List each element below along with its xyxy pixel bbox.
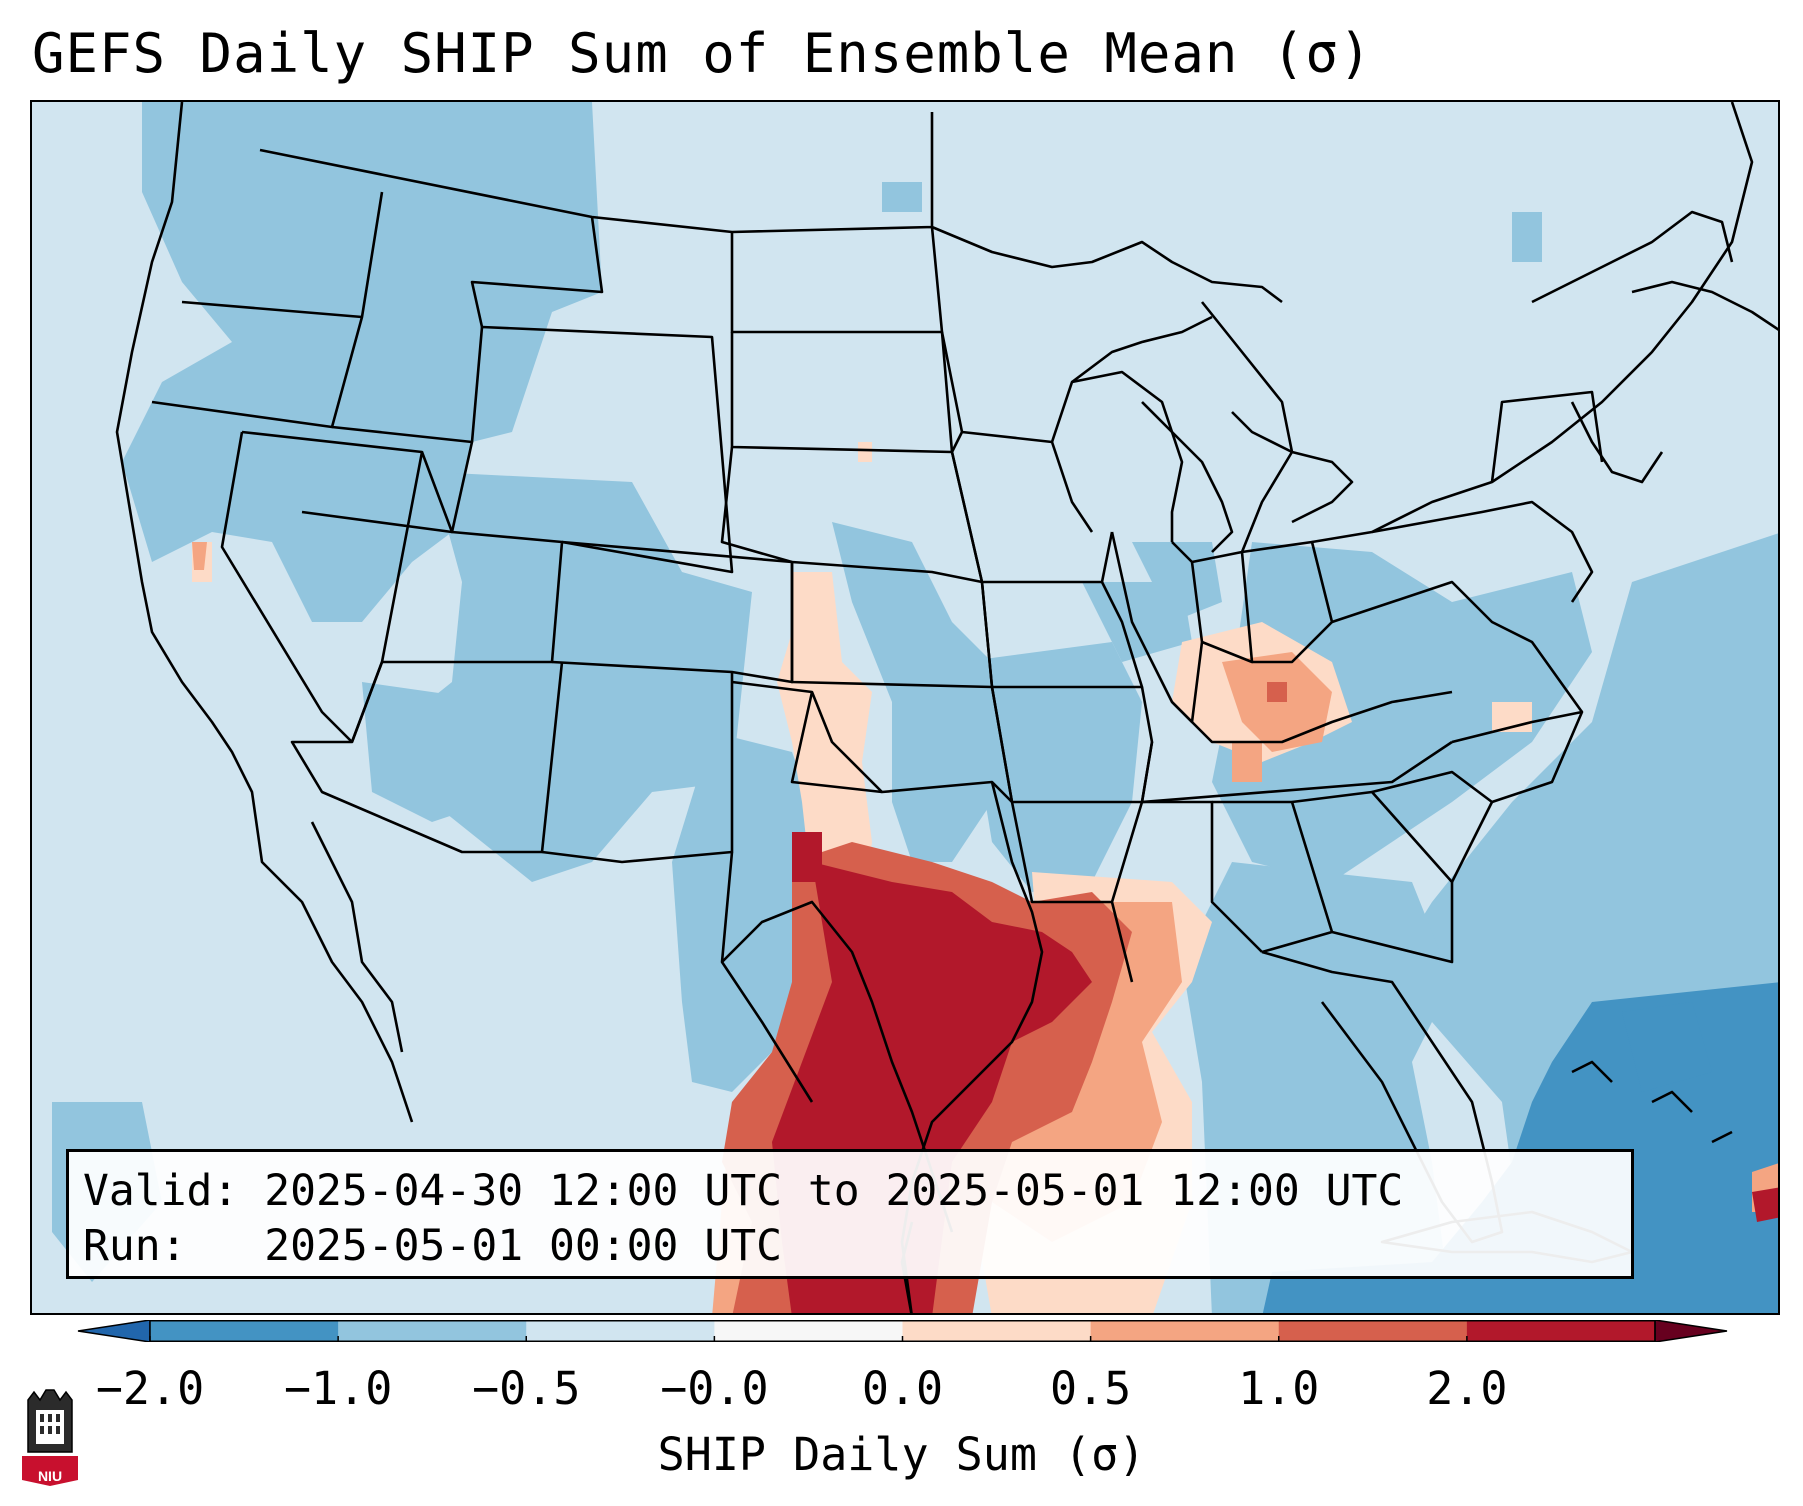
- map-title: GEFS Daily SHIP Sum of Ensemble Mean (σ): [32, 22, 1373, 85]
- map-panel: [30, 100, 1780, 1315]
- colorbar-tick-label: −1.0: [283, 1362, 393, 1415]
- colorbar-segment: [1466, 1320, 1656, 1342]
- colorbar-label: SHIP Daily Sum (σ): [657, 1428, 1146, 1481]
- colorbar-segment: [338, 1320, 527, 1342]
- valid-time-text: Valid: 2025-04-30 12:00 UTC to 2025-05-0…: [83, 1166, 1404, 1216]
- colorbar-tick-label: 2.0: [1426, 1362, 1508, 1415]
- run-time-text: Run: 2025-05-01 00:00 UTC: [83, 1221, 782, 1271]
- colorbar-under-extension: [77, 1320, 151, 1342]
- colorbar-segment: [526, 1320, 715, 1342]
- colorbar-segment: [1090, 1320, 1280, 1342]
- colorbar-segment: [1278, 1320, 1468, 1342]
- niu-seal-icon: [22, 1389, 78, 1486]
- field-strong-negative: [1262, 982, 1778, 1313]
- valid-run-textbox: Valid: 2025-04-30 12:00 UTC to 2025-05-0…: [66, 1149, 1634, 1279]
- logo-text: NIU: [37, 1468, 63, 1484]
- colorbar-tick-label: −0.5: [472, 1362, 581, 1415]
- colorbar-tick-label: 1.0: [1238, 1362, 1320, 1415]
- colorbar-tick-label: −2.0: [95, 1362, 205, 1415]
- field-moderate-negative: [52, 102, 1778, 1313]
- colorbar-segment: [902, 1320, 1092, 1342]
- colorbar-tick-label: −0.0: [660, 1362, 769, 1415]
- colorbar-tick-label: 0.0: [861, 1362, 944, 1415]
- colorbar-segment: [714, 1320, 903, 1342]
- colorbar-segment: [150, 1320, 339, 1342]
- colorbar: [77, 1320, 1728, 1342]
- ship-field-map: [32, 102, 1778, 1313]
- colorbar-tick-label: 0.5: [1049, 1362, 1132, 1415]
- niu-logo: NIU: [20, 1388, 80, 1488]
- colorbar-over-extension: [1654, 1320, 1728, 1342]
